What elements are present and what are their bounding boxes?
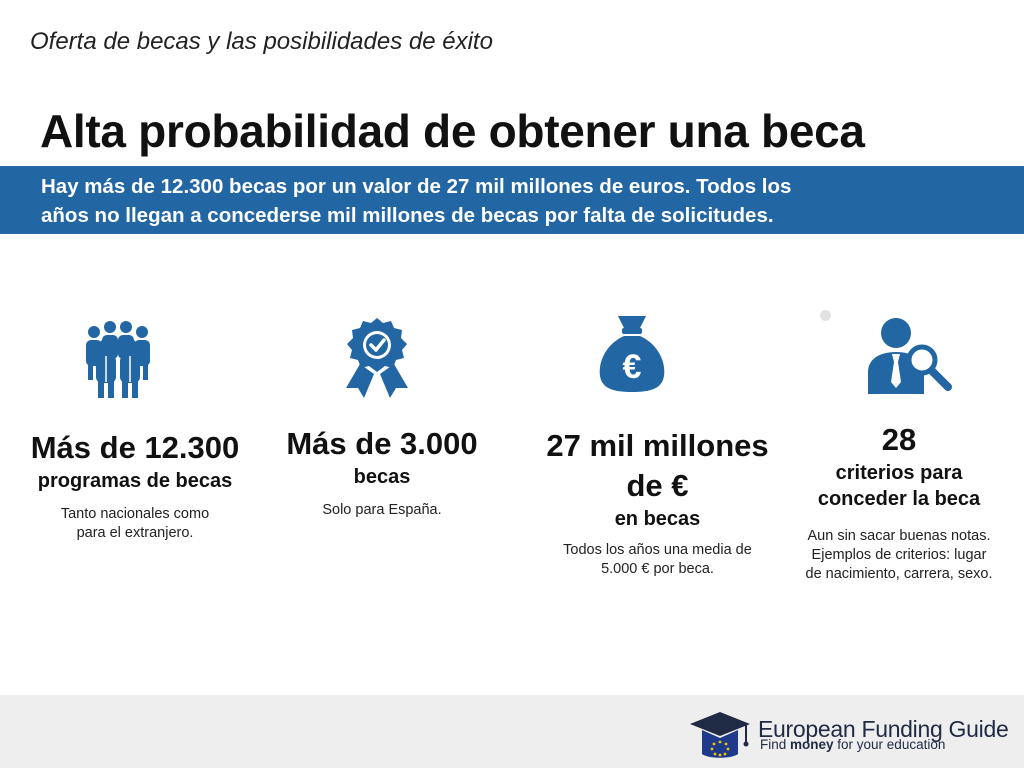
stat-label: programas de becas <box>37 470 233 492</box>
footer-logo-text[interactable]: European Funding Guide <box>758 716 1009 743</box>
stat-label: becas <box>353 466 411 488</box>
tagline-part: for your education <box>833 737 946 752</box>
logo-words-funding-guide: Funding Guide <box>861 716 1009 742</box>
stat-label-line-1: criterios para <box>835 462 963 484</box>
stat-becas-espana: Más de 3.000 becas Solo para España. <box>262 424 502 520</box>
slide-title: Alta probabilidad de obtener una beca <box>40 105 865 157</box>
stat-value: 28 <box>881 422 917 457</box>
stat-note: Todos los años una media de 5.000 € por … <box>510 541 805 579</box>
euro-money-bag-icon: € <box>599 316 665 392</box>
tagline-part: Find <box>760 737 791 752</box>
stat-label: en becas <box>614 508 701 530</box>
logo-word-european: European <box>758 716 862 742</box>
people-group-icon <box>86 321 150 398</box>
info-banner: Hay más de 12.300 becas por un valor de … <box>0 166 1024 234</box>
slide-subtitle: Oferta de becas y las posibilidades de é… <box>30 28 493 55</box>
stat-value-line-2: de € <box>626 468 689 503</box>
stat-note: Aun sin sacar buenas notas. Ejemplos de … <box>774 527 1024 584</box>
stat-programas: Más de 12.300 programas de becas Tanto n… <box>10 428 260 543</box>
banner-line-1: Hay más de 12.300 becas por un valor de … <box>41 175 792 198</box>
stat-note: Solo para España. <box>322 502 442 518</box>
tagline-bold: money <box>790 737 834 752</box>
stat-value-line-1: 27 mil millones <box>546 428 769 463</box>
person-magnifier-icon <box>868 318 952 394</box>
stat-note-line: Todos los años una media de <box>563 542 752 558</box>
stat-note-line: para el extranjero. <box>76 525 194 541</box>
stat-value: Más de 12.300 <box>30 430 240 465</box>
stat-note-line: Aun sin sacar buenas notas. <box>807 528 991 544</box>
stat-note-line: Tanto nacionales como <box>60 506 210 522</box>
banner-line-2: años no llegan a concederse mil millones… <box>41 204 774 227</box>
footer-bar <box>0 695 1024 768</box>
stat-note: Tanto nacionales como para el extranjero… <box>10 505 260 543</box>
award-badge-icon <box>346 318 408 398</box>
stat-millones: 27 mil millones de € en becas Todos los … <box>510 426 805 579</box>
stat-value: Más de 3.000 <box>286 426 478 461</box>
stat-criterios: 28 criterios para conceder la beca Aun s… <box>774 420 1024 584</box>
stat-note-line: Ejemplos de criterios: lugar <box>811 547 987 563</box>
stat-label-line-2: conceder la beca <box>817 488 981 510</box>
svg-text:€: € <box>623 348 642 386</box>
stat-note-line: de nacimiento, carrera, sexo. <box>805 566 993 582</box>
graduation-cap-eu-icon <box>690 712 750 758</box>
footer-tagline: Find money for your education <box>760 737 945 752</box>
stat-note-line: 5.000 € por beca. <box>601 561 714 577</box>
decorative-dot <box>820 310 831 321</box>
